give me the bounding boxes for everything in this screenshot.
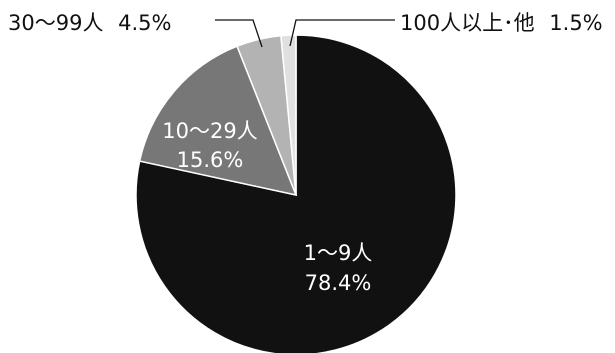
- slice-100-plus: [280, 34, 297, 196]
- slice-category-30-99: 30〜99人: [8, 11, 103, 35]
- slice-value-1-9: 78.4%: [305, 271, 372, 295]
- slice-label-30-99: 30〜99人 4.5%: [8, 11, 172, 35]
- pie-slices: [135, 34, 457, 353]
- slice-value-30-99: 4.5%: [118, 11, 171, 35]
- slice-value-10-29: 15.6%: [177, 148, 244, 172]
- leader-line-100-plus: [289, 19, 395, 47]
- leader-line-30-99: [215, 19, 263, 48]
- slice-value-100-plus: 1.5%: [549, 11, 602, 35]
- slice-category-1-9: 1〜9人: [304, 241, 373, 265]
- slice-10-29: [138, 45, 298, 197]
- slice-category-10-29: 10〜29人: [162, 119, 257, 143]
- slice-category-100-plus: 100人以上･他: [400, 11, 535, 35]
- slice-label-100-plus: 100人以上･他 1.5%: [400, 11, 603, 35]
